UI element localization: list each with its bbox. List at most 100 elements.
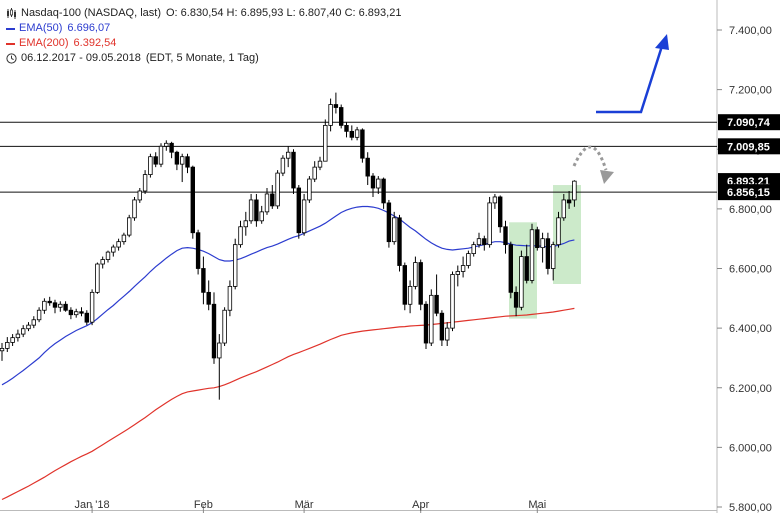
candle-body (105, 251, 111, 260)
x-tick-label: Feb (194, 499, 213, 511)
candle-body (58, 303, 63, 308)
candle (31, 316, 36, 329)
candle-body (333, 104, 339, 108)
candle-body (413, 262, 418, 287)
candle-body (386, 202, 392, 243)
candle-body (195, 232, 201, 269)
candle-body (402, 265, 407, 305)
candle (566, 190, 572, 209)
candle (270, 185, 275, 209)
candle (487, 196, 492, 248)
level-label-bg (718, 114, 780, 131)
candle-body (566, 199, 572, 204)
candle (450, 271, 455, 332)
candle (142, 170, 148, 194)
candle (307, 176, 312, 203)
legend-range: 06.12.2017 - 09.05.2018 (21, 52, 141, 64)
candle (556, 211, 561, 248)
candle (127, 214, 132, 238)
candle-body (471, 244, 476, 254)
candle (10, 334, 15, 347)
candle (482, 235, 487, 251)
candle (15, 329, 21, 342)
candle (572, 180, 577, 207)
candle (222, 307, 227, 347)
candle-body (79, 311, 84, 314)
candle-body (397, 217, 402, 266)
candle (232, 238, 238, 290)
candle-body (68, 309, 74, 316)
candle (524, 244, 529, 284)
candle (148, 153, 153, 178)
candle-body (206, 291, 211, 305)
candle (296, 185, 301, 239)
candle-body (349, 130, 354, 138)
candle (158, 143, 164, 168)
candle (312, 161, 317, 183)
candle (301, 193, 307, 236)
candle-body (275, 172, 280, 207)
candle (132, 196, 137, 221)
candle (497, 195, 503, 233)
candle (201, 256, 206, 305)
candle-body (439, 312, 445, 341)
candle-body (482, 238, 487, 246)
candle (280, 155, 286, 177)
candle (36, 307, 42, 323)
candle-body (296, 187, 301, 234)
candle (349, 125, 354, 141)
legend-ema50-value: 6.696,07 (67, 22, 111, 34)
candle-body (190, 166, 195, 234)
candle (402, 262, 407, 311)
candle (323, 119, 328, 162)
candle (243, 211, 248, 236)
candle (169, 141, 174, 159)
candle (503, 220, 508, 254)
candle-body (63, 303, 68, 311)
candle-body (354, 129, 360, 138)
candle-body (423, 303, 429, 344)
candle (413, 256, 418, 290)
candle (354, 126, 360, 141)
level-label: 6.856,15 (727, 187, 770, 199)
candle (381, 177, 386, 209)
candle (121, 232, 127, 245)
candle-body (238, 226, 243, 246)
pullback-arrow-curve (572, 145, 608, 171)
candle (179, 153, 185, 183)
candle-body (317, 160, 323, 168)
candle-body (111, 246, 116, 253)
candle (391, 211, 397, 245)
legend-title-row: Nasdaq-100 (NASDAQ, last) O: 6.830,54 H:… (6, 6, 401, 21)
candle-body (217, 342, 222, 359)
candle-body (137, 190, 142, 201)
candle (418, 259, 423, 311)
candle-body (497, 196, 503, 228)
candle-body (153, 156, 158, 165)
candle (227, 280, 233, 317)
candle (238, 220, 243, 248)
candle (508, 241, 513, 299)
candle-body (572, 180, 577, 201)
candle-body (365, 157, 370, 177)
candle (540, 232, 545, 263)
candle (68, 307, 74, 320)
candle-body (434, 294, 439, 314)
legend-ema50-label: EMA(50) (19, 22, 63, 34)
candle-body (556, 217, 561, 246)
candle-body (227, 285, 233, 311)
candle (513, 286, 519, 317)
legend-ohlc: O: 6.830,54 H: 6.895,93 L: 6.807,40 C: 6… (166, 7, 402, 19)
candle-body (10, 337, 15, 343)
candle-body (376, 178, 381, 189)
candle (344, 122, 349, 138)
candle-body (508, 244, 513, 293)
candle (492, 193, 498, 209)
candle-body (164, 142, 169, 147)
candle-body (259, 211, 264, 222)
candle (111, 244, 116, 257)
candle-body (444, 327, 450, 341)
candlestick-icon (6, 8, 17, 19)
candle-body (26, 324, 31, 330)
candle-body (301, 199, 307, 234)
